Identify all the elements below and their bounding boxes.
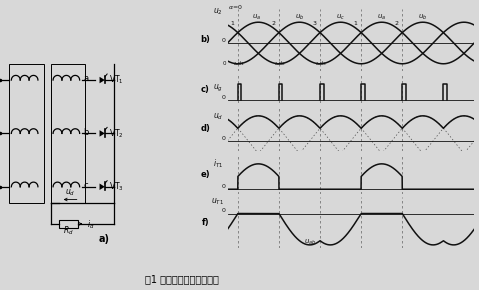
Polygon shape	[100, 184, 105, 190]
Text: VT$_2$: VT$_2$	[109, 127, 124, 140]
Text: f): f)	[202, 218, 209, 227]
Text: 2: 2	[394, 21, 399, 26]
Text: 1: 1	[354, 21, 357, 26]
Text: 图1 三相半波可控整流电路: 图1 三相半波可控整流电路	[145, 274, 219, 284]
Text: 2: 2	[271, 21, 275, 26]
Text: 3: 3	[312, 21, 316, 26]
Text: 0: 0	[222, 135, 226, 141]
Text: $u_{ab}$: $u_{ab}$	[304, 238, 316, 246]
Text: 1: 1	[230, 21, 234, 26]
Bar	[10, 64, 44, 203]
Polygon shape	[100, 130, 105, 137]
Text: e): e)	[201, 169, 210, 179]
Text: $i_{T1}$: $i_{T1}$	[213, 157, 223, 170]
Text: d): d)	[200, 124, 210, 133]
Text: 0: 0	[222, 184, 226, 189]
Text: 0: 0	[222, 95, 226, 100]
Text: a): a)	[99, 234, 110, 244]
Text: $u_d$: $u_d$	[65, 188, 75, 198]
Text: 0: 0	[222, 208, 226, 213]
Text: $u_b$: $u_b$	[418, 13, 427, 22]
Text: 0: 0	[222, 38, 226, 43]
Text: b: b	[83, 128, 89, 137]
Text: $u_{T1}$: $u_{T1}$	[211, 197, 224, 207]
Text: $R_d$: $R_d$	[63, 225, 74, 237]
Bar	[51, 64, 85, 203]
Text: $u_b$: $u_b$	[295, 13, 304, 22]
Text: VT$_3$: VT$_3$	[109, 180, 124, 193]
Text: $u_a$: $u_a$	[377, 13, 386, 22]
Text: $\omega t_{1}$: $\omega t_{1}$	[233, 59, 245, 68]
Text: $u_c$: $u_c$	[336, 13, 345, 22]
Text: $u_2$: $u_2$	[213, 7, 223, 17]
Text: $u_a$: $u_a$	[252, 13, 261, 22]
Text: $\alpha\!=\!0$: $\alpha\!=\!0$	[228, 3, 243, 11]
Text: $\omega t_{3}$: $\omega t_{3}$	[315, 59, 327, 68]
Text: $u_d$: $u_d$	[213, 111, 223, 122]
Bar	[59, 220, 78, 228]
Text: $\omega t_{2}$: $\omega t_{2}$	[274, 59, 286, 68]
Text: c): c)	[201, 85, 210, 94]
Text: $0$: $0$	[222, 59, 227, 67]
Text: $u_g$: $u_g$	[213, 84, 223, 95]
Text: b): b)	[200, 35, 210, 44]
Text: VT$_1$: VT$_1$	[109, 74, 124, 86]
Text: $i_d$: $i_d$	[87, 218, 95, 231]
Text: c: c	[83, 181, 88, 190]
Polygon shape	[100, 77, 105, 83]
Text: a: a	[83, 74, 89, 84]
